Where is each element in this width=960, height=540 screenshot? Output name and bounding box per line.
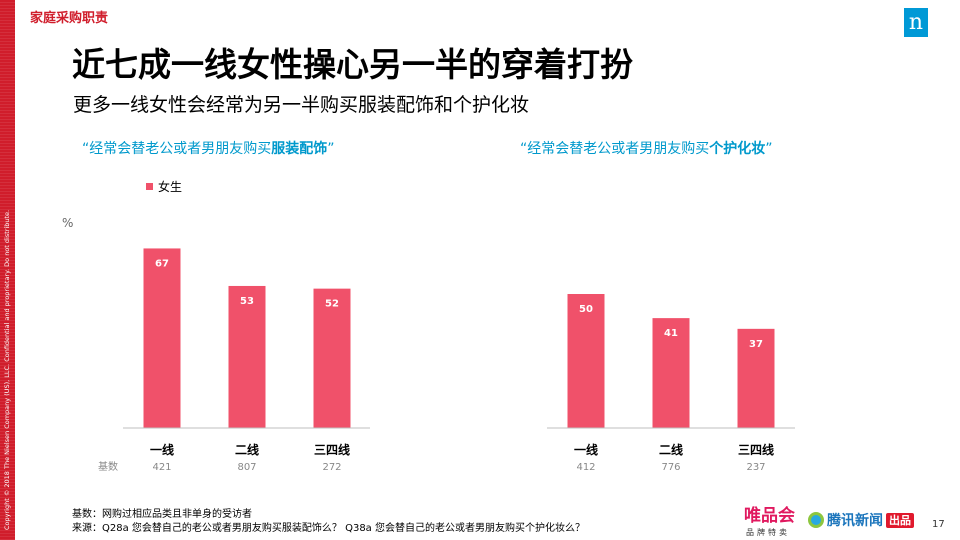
unit-label: % <box>62 216 74 230</box>
legend-swatch <box>146 183 153 190</box>
chart-2-bar-2 <box>652 318 690 428</box>
footer-source-note: 来源：Q28a 您会替自己的老公或者男朋友购买服装配饰么？ Q38a 您会替自己… <box>72 523 585 534</box>
chart-2-bar-3 <box>737 328 775 428</box>
tencent-news-logo: 腾讯新闻 出品 <box>808 510 914 530</box>
chart-2-data-label-3: 37 <box>749 339 763 350</box>
chart-2-base-value-3: 237 <box>746 462 765 473</box>
chart-1-bar-2 <box>228 285 266 428</box>
chart-2-category-label-2: 二线 <box>659 442 683 457</box>
chart-1-bar-3 <box>313 288 351 428</box>
nielsen-logo-icon: n <box>904 8 928 37</box>
tencent-news-badge: 出品 <box>886 512 914 528</box>
chart-2-category-label-3: 三四线 <box>738 442 774 457</box>
chart-1-title: “经常会替老公或者男朋友购买服装配饰” <box>82 141 335 157</box>
chart-1-base-value-2: 807 <box>237 462 256 473</box>
chart-2-category-label-1: 一线 <box>574 442 598 457</box>
chart-2-data-label-1: 50 <box>579 304 593 315</box>
chart-1-data-label-2: 53 <box>240 296 254 307</box>
chart-1-base-value-1: 421 <box>152 462 171 473</box>
page-subtitle: 更多一线女性会经常为另一半购买服装配饰和个护化妆 <box>73 94 530 116</box>
legend-label: 女生 <box>158 180 183 194</box>
chart-2-bar-1 <box>567 294 605 428</box>
chart-2-title: “经常会替老公或者男朋友购买个护化妆” <box>520 141 773 157</box>
chart-1-bar-1 <box>143 248 181 428</box>
side-band: Copyright © 2018 The Nielsen Company (US… <box>0 0 15 540</box>
logo-letter: n <box>908 10 924 35</box>
chart-2-base-value-2: 776 <box>661 462 680 473</box>
chart-1-category-label-1: 一线 <box>150 442 174 457</box>
chart-1-data-label-3: 52 <box>325 299 339 310</box>
section-tag: 家庭采购职责 <box>30 11 109 26</box>
footer-base-note: 基数：网购过相应品类且非单身的受访者 <box>72 509 252 520</box>
base-row-label: 基数 <box>98 460 118 473</box>
chart-1-category-label-2: 二线 <box>235 442 259 457</box>
chart-2-base-value-1: 412 <box>576 462 595 473</box>
page-title: 近七成一线女性操心另一半的穿着打扮 <box>72 45 633 84</box>
page-number: 17 <box>932 519 945 530</box>
vip-brand-logo: 唯品会 <box>744 506 795 526</box>
chart-legend: 女生 <box>146 178 182 195</box>
tencent-news-icon <box>808 512 824 528</box>
chart-2-data-label-2: 41 <box>664 328 678 339</box>
vip-brand-sub: 品牌特卖 <box>746 528 790 537</box>
tencent-news-name: 腾讯新闻 <box>827 513 883 529</box>
chart-1-category-label-3: 三四线 <box>314 442 350 457</box>
chart-1-data-label-1: 67 <box>155 258 169 269</box>
chart-1-base-value-3: 272 <box>322 462 341 473</box>
